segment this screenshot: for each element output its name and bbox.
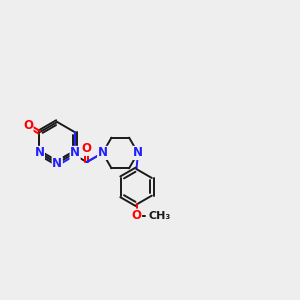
Text: CH₃: CH₃ — [148, 211, 170, 221]
Text: O: O — [131, 209, 142, 222]
Text: N: N — [34, 146, 44, 159]
Text: O: O — [82, 142, 92, 155]
Text: O: O — [23, 119, 33, 132]
Text: N: N — [70, 146, 80, 159]
Text: N: N — [52, 157, 62, 170]
Text: N: N — [133, 146, 143, 159]
Text: N: N — [98, 146, 108, 159]
